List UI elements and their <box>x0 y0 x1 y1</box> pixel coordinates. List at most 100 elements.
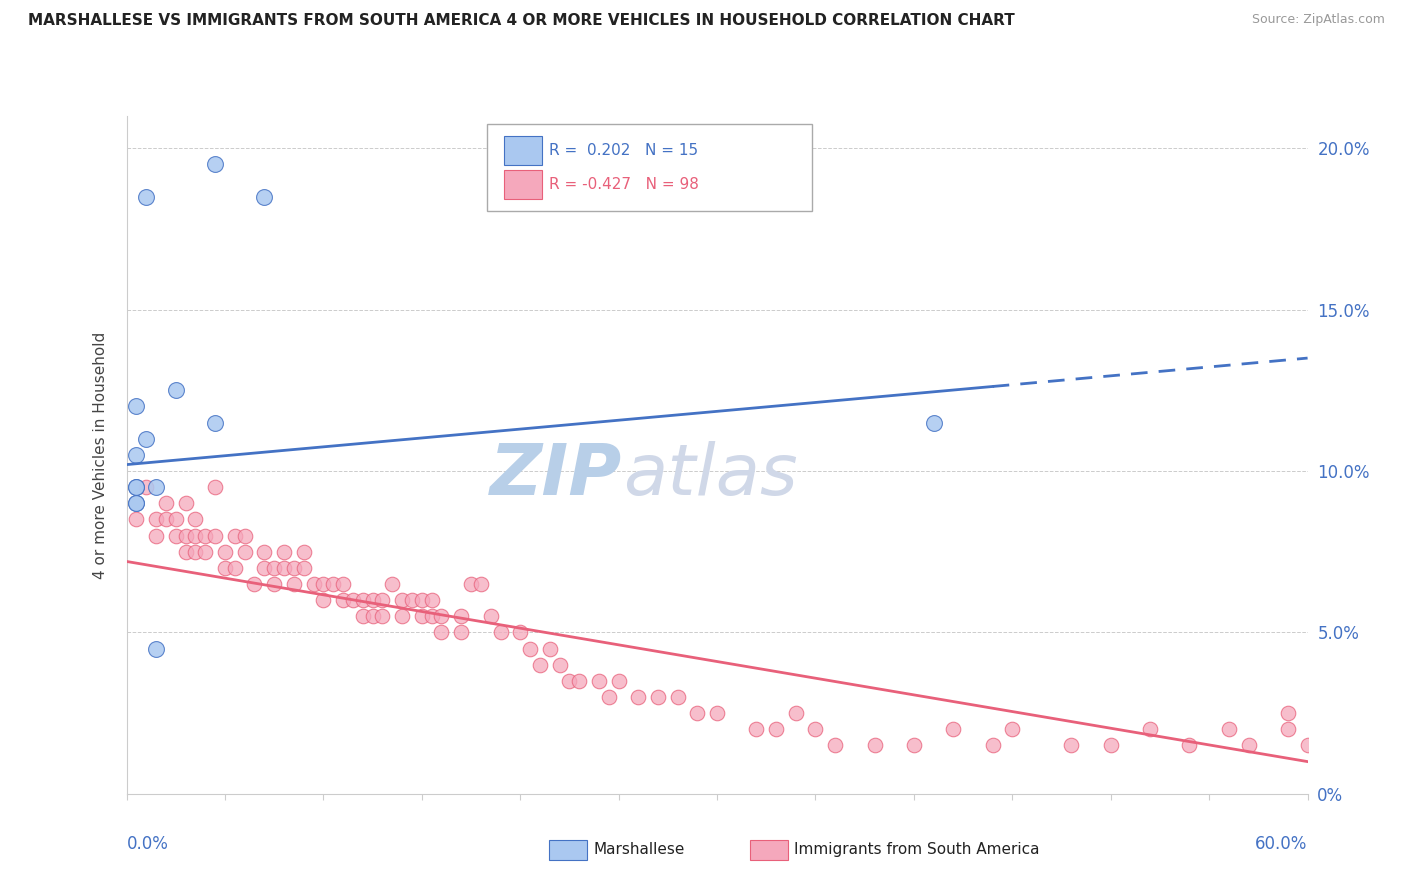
Point <box>243 577 266 591</box>
Text: Marshallese: Marshallese <box>593 842 685 857</box>
Point <box>184 545 207 559</box>
Point <box>1001 723 1024 737</box>
Point <box>273 561 295 575</box>
Text: R = -0.427   N = 98: R = -0.427 N = 98 <box>550 177 699 192</box>
Point <box>450 625 472 640</box>
Point <box>686 706 709 721</box>
Point <box>165 512 187 526</box>
Point <box>352 609 374 624</box>
Point <box>1139 723 1161 737</box>
Point <box>165 528 187 542</box>
Point <box>548 657 571 672</box>
Point <box>519 641 541 656</box>
Point <box>1099 739 1122 753</box>
Point <box>489 625 512 640</box>
Point <box>361 593 384 607</box>
Point <box>903 739 925 753</box>
Point <box>627 690 650 704</box>
FancyBboxPatch shape <box>751 840 787 860</box>
Point <box>804 723 827 737</box>
FancyBboxPatch shape <box>486 124 811 211</box>
Point <box>125 448 148 462</box>
Point <box>263 561 285 575</box>
Point <box>322 577 344 591</box>
Point <box>224 561 246 575</box>
Point <box>233 545 256 559</box>
Point <box>224 528 246 542</box>
Point <box>1060 739 1083 753</box>
Point <box>204 528 226 542</box>
Text: Immigrants from South America: Immigrants from South America <box>794 842 1039 857</box>
Point <box>588 673 610 688</box>
Point <box>1237 739 1260 753</box>
Point <box>568 673 591 688</box>
Point <box>401 593 423 607</box>
Point <box>174 528 197 542</box>
Point <box>558 673 581 688</box>
Point <box>292 561 315 575</box>
Point <box>342 593 364 607</box>
FancyBboxPatch shape <box>505 170 543 199</box>
Point <box>332 577 354 591</box>
Point <box>706 706 728 721</box>
Point <box>233 528 256 542</box>
Point <box>214 545 236 559</box>
Point <box>135 189 157 203</box>
Point <box>666 690 689 704</box>
Point <box>145 641 167 656</box>
Point <box>204 416 226 430</box>
Point <box>420 609 443 624</box>
Point <box>145 512 167 526</box>
Point <box>352 593 374 607</box>
Point <box>302 577 325 591</box>
Text: Source: ZipAtlas.com: Source: ZipAtlas.com <box>1251 13 1385 27</box>
Point <box>1218 723 1240 737</box>
Text: atlas: atlas <box>623 441 797 509</box>
Point <box>1277 723 1299 737</box>
Point <box>332 593 354 607</box>
Point <box>184 512 207 526</box>
Point <box>647 690 669 704</box>
Point <box>371 593 394 607</box>
Point <box>420 593 443 607</box>
Point <box>253 545 276 559</box>
Point <box>204 157 226 171</box>
Point <box>194 528 217 542</box>
Point <box>430 625 453 640</box>
Point <box>283 561 305 575</box>
Point <box>470 577 492 591</box>
Point <box>125 480 148 494</box>
Text: 60.0%: 60.0% <box>1256 835 1308 853</box>
Point <box>411 609 433 624</box>
Text: R =  0.202   N = 15: R = 0.202 N = 15 <box>550 143 699 158</box>
Point <box>1296 739 1319 753</box>
Point <box>125 480 148 494</box>
Y-axis label: 4 or more Vehicles in Household: 4 or more Vehicles in Household <box>93 331 108 579</box>
Point <box>607 673 630 688</box>
Point <box>942 723 965 737</box>
Point <box>785 706 807 721</box>
Point <box>125 512 148 526</box>
FancyBboxPatch shape <box>550 840 588 860</box>
Point <box>411 593 433 607</box>
Point <box>529 657 551 672</box>
Point <box>824 739 846 753</box>
Point <box>479 609 502 624</box>
Point <box>450 609 472 624</box>
Point <box>145 528 167 542</box>
Point <box>135 480 157 494</box>
Point <box>125 496 148 510</box>
Point <box>125 496 148 510</box>
Point <box>430 609 453 624</box>
Point <box>135 432 157 446</box>
Point <box>509 625 531 640</box>
Point <box>863 739 886 753</box>
Point <box>391 593 413 607</box>
Point <box>214 561 236 575</box>
Point <box>184 528 207 542</box>
Point <box>1178 739 1201 753</box>
Point <box>194 545 217 559</box>
Text: 0.0%: 0.0% <box>127 835 169 853</box>
Point <box>922 416 945 430</box>
Point <box>292 545 315 559</box>
